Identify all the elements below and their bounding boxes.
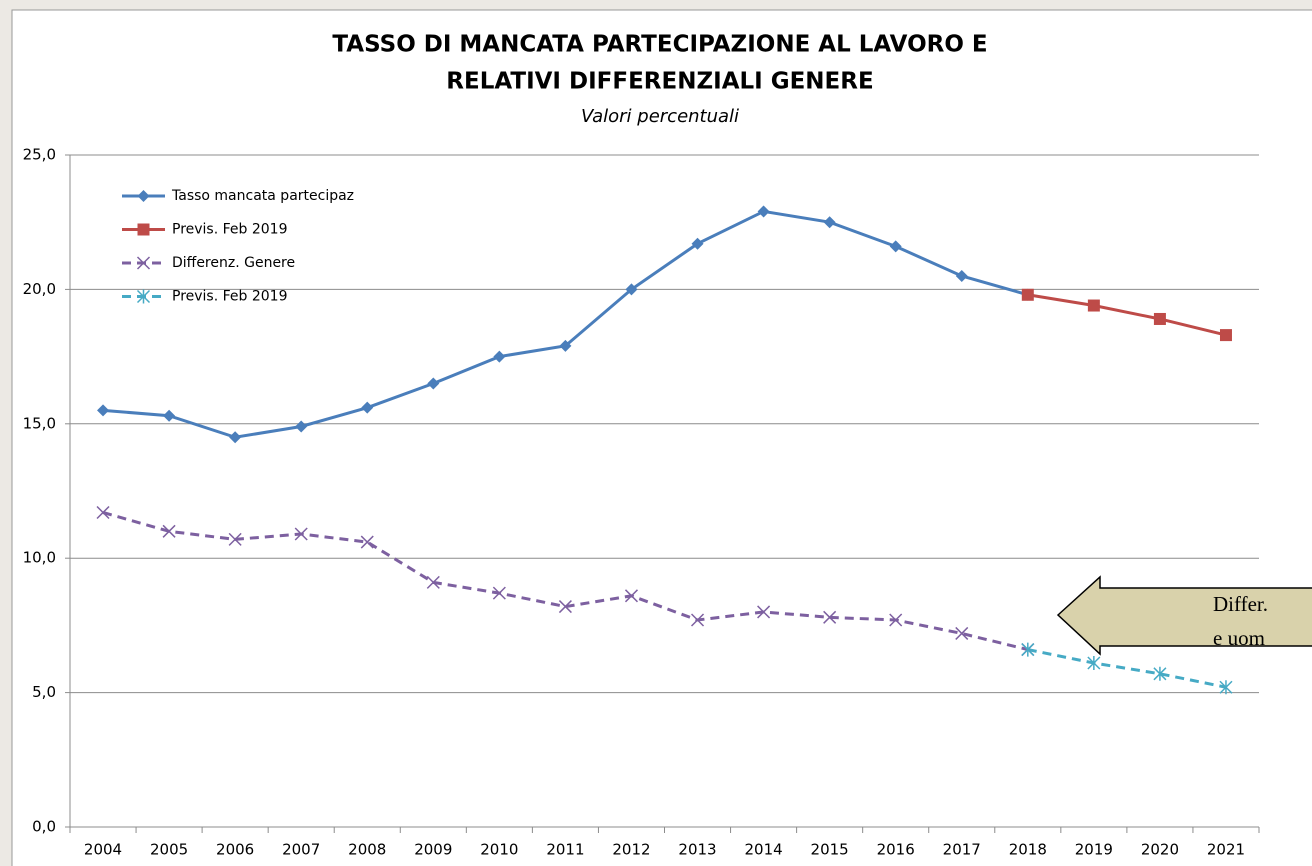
marker [1153,312,1166,325]
y-tick-label: 20,0 [23,280,56,298]
x-tick-label: 2009 [414,841,452,859]
legend-label: Tasso mancata partecipaz [171,188,354,204]
marker [757,605,771,619]
marker [1153,666,1167,681]
x-tick-label: 2004 [84,841,122,859]
series-line [102,511,1029,652]
marker [360,535,374,549]
marker [757,205,770,218]
x-tick-label: 2013 [678,841,716,859]
series-line [1027,293,1227,337]
x-tick-label: 2016 [877,841,915,859]
marker [1219,329,1232,342]
marker [97,404,110,417]
marker [137,190,150,202]
marker [955,626,969,640]
marker [955,269,968,282]
legend-label: Previs. Feb 2019 [172,222,288,238]
chart-subtitle: Valori percentuali [581,106,739,127]
marker [823,610,837,624]
marker [558,600,572,614]
marker [427,377,440,390]
x-tick-label: 2007 [282,841,320,859]
marker [690,613,705,627]
x-tick-label: 2020 [1141,841,1179,859]
marker [691,237,704,250]
marker [426,575,440,589]
chart-title: RELATIVI DIFFERENZIALI GENERE [446,69,873,95]
y-tick-label: 10,0 [23,549,56,567]
marker [823,216,836,229]
marker [1021,642,1035,657]
x-tick-label: 2019 [1075,841,1113,859]
marker [137,223,150,236]
marker [361,401,374,414]
marker [1021,288,1034,301]
marker [625,283,638,296]
x-tick-label: 2014 [744,841,782,859]
annotation-arrow [1056,575,1312,656]
marker [96,505,110,520]
marker [1087,299,1100,312]
marker [228,532,242,546]
legend-label: Previs. Feb 2019 [172,289,288,305]
marker [559,339,572,352]
x-tick-label: 2012 [612,841,650,859]
marker [889,240,902,253]
marker [1087,656,1101,671]
series-line [1027,648,1227,689]
x-tick-label: 2015 [811,841,849,859]
marker [163,409,176,422]
annotation: e uom [1213,626,1265,650]
y-tick-label: 15,0 [23,414,56,432]
annotation: Differ. [1213,592,1268,616]
y-tick-label: 5,0 [32,683,56,701]
marker [136,256,151,270]
marker [493,350,506,363]
x-tick-label: 2010 [480,841,518,859]
chart-title: TASSO DI MANCATA PARTECIPAZIONE AL LAVOR… [332,32,987,58]
marker [162,524,176,538]
marker [136,289,151,304]
x-tick-label: 2008 [348,841,386,859]
marker [294,527,308,541]
x-tick-label: 2011 [546,841,584,859]
x-tick-label: 2021 [1207,841,1245,859]
marker [229,431,242,444]
x-tick-label: 2006 [216,841,254,859]
marker [492,586,506,600]
x-tick-label: 2018 [1009,841,1047,859]
x-tick-label: 2005 [150,841,188,859]
x-tick-label: 2017 [943,841,981,859]
legend-label: Differenz. Genere [172,255,295,271]
y-tick-label: 25,0 [23,146,56,164]
marker [889,613,903,627]
marker [624,589,639,603]
y-tick-label: 0,0 [32,818,56,836]
marker [1219,680,1233,695]
marker [295,420,308,433]
chart-area [11,9,1312,866]
